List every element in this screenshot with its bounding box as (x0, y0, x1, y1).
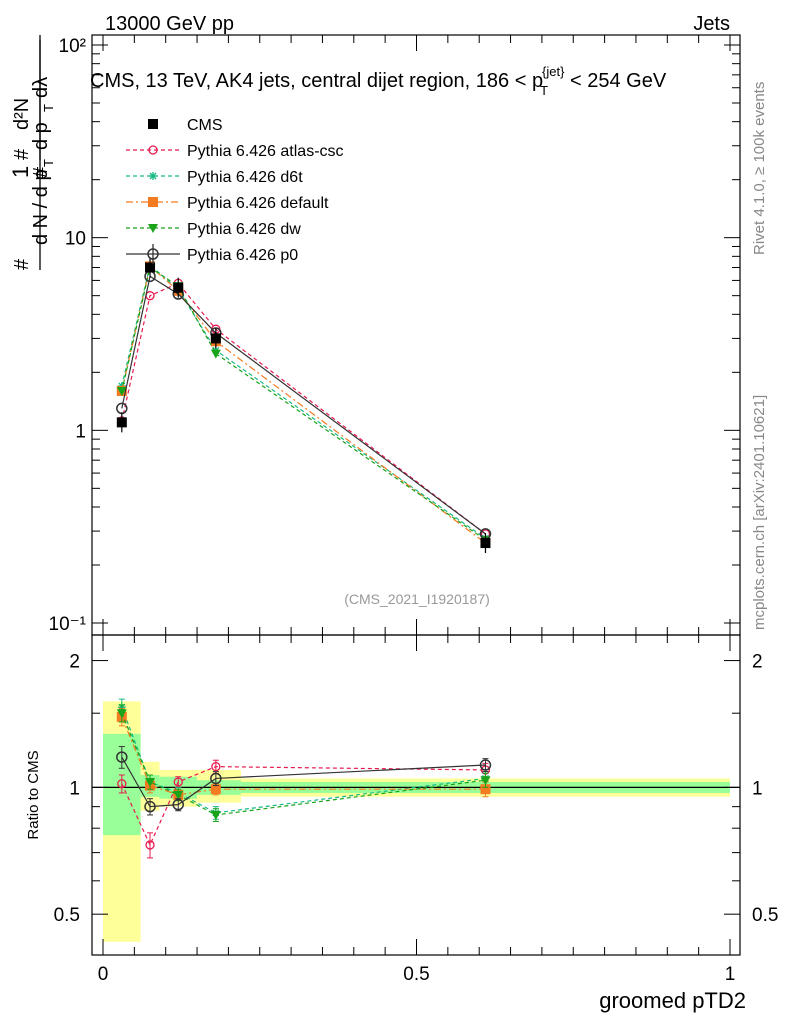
ratio-point (480, 776, 491, 786)
svg-text:1: 1 (8, 166, 33, 178)
y-axis-label: # d N / d p T 1 # # d p T dλ d²N (8, 35, 56, 270)
ratio-tick-label: 0.5 (54, 905, 80, 926)
ratio-point (479, 759, 492, 771)
header-right: Jets (693, 13, 730, 35)
data-point (173, 282, 184, 293)
star-stroke (149, 172, 157, 180)
ratio-line (121, 716, 486, 796)
ratio-point (210, 784, 221, 795)
legend-label: Pythia 6.426 default (187, 195, 329, 212)
y-tick-label: 1 (75, 421, 86, 442)
svg-text:d p: d p (30, 122, 52, 150)
data-point (145, 262, 156, 273)
y-tick-label: 10² (59, 36, 86, 57)
series-line (121, 264, 486, 539)
series-line (121, 282, 486, 535)
data-point (480, 538, 491, 549)
mcplots-label: mcplots.cern.ch [arXiv:2401.10621] (751, 395, 768, 630)
ratio-point (116, 751, 128, 763)
ratio-plot-marks (116, 698, 492, 859)
x-axis-label: groomed pTD2 (599, 988, 746, 1013)
y-tick-label: 10 (65, 229, 86, 250)
data-point (210, 333, 221, 344)
ratio-point (173, 790, 184, 800)
ratio-point (145, 777, 156, 787)
legend-label: CMS (187, 117, 223, 134)
ratio-point (117, 779, 127, 789)
ratio-axes: 0 0.5 1 0.5 0.5 1 1 2 2 (54, 635, 778, 985)
x-tick-label: 0.5 (403, 964, 429, 985)
ratio-point (144, 800, 156, 813)
svg-text:#: # (30, 166, 52, 178)
ratio-point (145, 840, 155, 850)
ratio-point (172, 798, 184, 811)
svg-text:d²N: d²N (11, 98, 33, 130)
ratio-point (116, 709, 127, 719)
svg-text:d N / d p: d N / d p (30, 169, 52, 245)
legend-marker (148, 224, 158, 233)
ratio-point (173, 777, 183, 787)
svg-text:T: T (41, 159, 56, 167)
ratio-point (210, 810, 221, 820)
svg-text:#: # (11, 258, 33, 270)
ratio-point (210, 772, 222, 785)
x-tick-label: 0 (98, 964, 109, 985)
legend-marker (147, 248, 159, 260)
x-tick-label: 1 (725, 964, 736, 985)
rivet-label: Rivet 4.1.0, ≥ 100k events (751, 82, 768, 255)
analysis-label: (CMS_2021_I1920187) (344, 591, 490, 607)
ratio-y-label: Ratio to CMS (25, 750, 42, 839)
ratio-tick-label: 2 (752, 652, 763, 673)
svg-text:T: T (41, 104, 56, 112)
y-tick-label: 10⁻¹ (49, 614, 87, 635)
ratio-tick-label: 0.5 (752, 905, 778, 926)
ratio-bands (92, 701, 740, 942)
svg-text:#: # (11, 148, 33, 160)
ratio-point (480, 784, 491, 795)
legend-label: Pythia 6.426 p0 (187, 247, 298, 264)
ratio-tick-label: 1 (69, 778, 80, 799)
chart-title: CMS, 13 TeV, AK4 jets, central dijet reg… (90, 64, 667, 98)
series-line (121, 275, 486, 535)
legend-label: Pythia 6.426 atlas-csc (187, 143, 344, 160)
legend-marker (148, 145, 158, 155)
legend-label: Pythia 6.426 dw (187, 221, 301, 238)
legend-marker (148, 119, 158, 129)
header-left: 13000 GeV pp (105, 13, 234, 35)
series-point (116, 387, 127, 397)
series-point (210, 349, 221, 359)
svg-text:dλ: dλ (30, 77, 52, 98)
ratio-point (211, 761, 221, 772)
ratio-tick-label: 1 (752, 778, 763, 799)
data-point (116, 417, 127, 428)
legend-marker (148, 197, 158, 207)
series-line (121, 266, 486, 541)
legend: CMS Pythia 6.426 atlas-csc Pythia 6.426 d6… (126, 117, 344, 264)
legend-label: Pythia 6.426 d6t (187, 169, 303, 186)
main-plot-marks (116, 257, 492, 554)
ratio-tick-label: 2 (69, 652, 80, 673)
legend-marker (149, 172, 157, 180)
main-axes: 10⁻¹ 1 10 10² (49, 35, 740, 635)
